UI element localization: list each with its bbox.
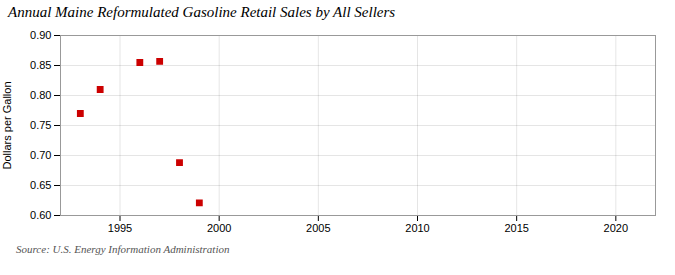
svg-text:0.90: 0.90 bbox=[30, 29, 51, 41]
html-text:Source: U.S. Energy Informatio: Source: U.S. Energy Information Administ… bbox=[16, 243, 230, 255]
svg-text:Dollars per Gallon: Dollars per Gallon bbox=[1, 81, 13, 169]
svg-text:0.65: 0.65 bbox=[30, 179, 51, 191]
html-text:Annual Maine Reformulated Gaso: Annual Maine Reformulated Gasoline Retai… bbox=[8, 4, 396, 20]
svg-text:2005: 2005 bbox=[306, 222, 330, 234]
svg-text:2015: 2015 bbox=[504, 222, 528, 234]
svg-text:1995: 1995 bbox=[108, 222, 132, 234]
svg-text:2010: 2010 bbox=[405, 222, 429, 234]
svg-text:2020: 2020 bbox=[604, 222, 628, 234]
svg-text:0.70: 0.70 bbox=[30, 149, 51, 161]
svg-text:0.85: 0.85 bbox=[30, 59, 51, 71]
svg-text:0.75: 0.75 bbox=[30, 119, 51, 131]
svg-text:2000: 2000 bbox=[207, 222, 231, 234]
svg-text:0.60: 0.60 bbox=[30, 209, 51, 221]
svg-text:0.80: 0.80 bbox=[30, 89, 51, 101]
